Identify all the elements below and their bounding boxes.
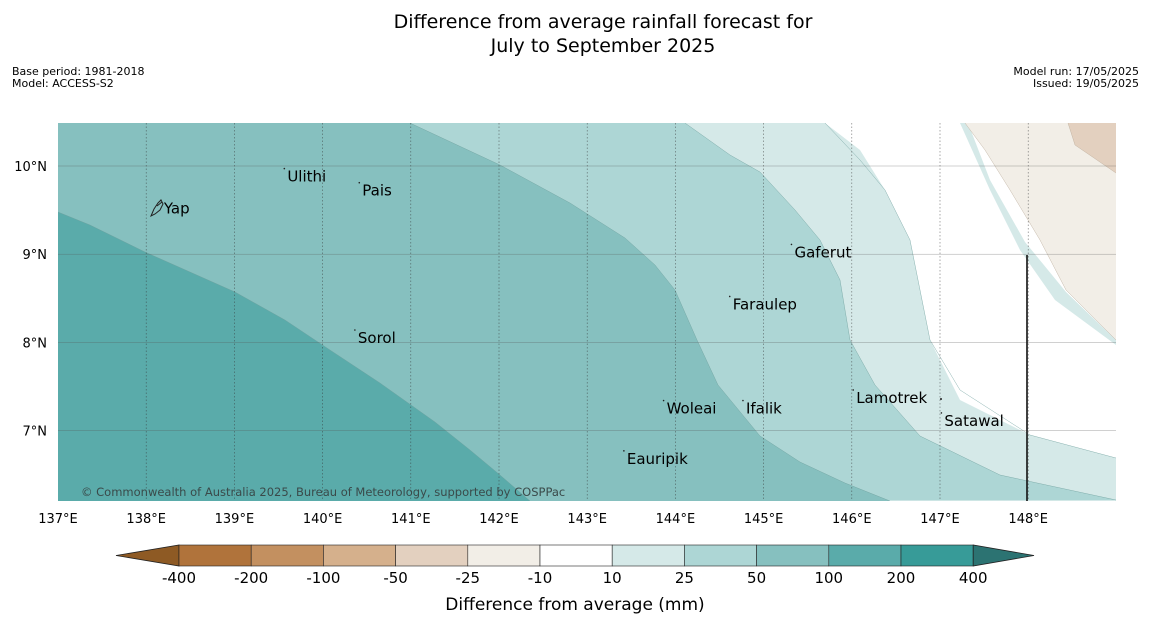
legend-swatch (900, 544, 974, 567)
lon-tick-label: 139°E (215, 512, 255, 527)
legend-swatch (467, 544, 541, 567)
model-name: Model: ACCESS-S2 (12, 77, 114, 90)
contour-line (964, 123, 1116, 341)
legend-tick-label: -200 (234, 569, 268, 587)
legend-swatch (684, 544, 757, 567)
chart-title: Difference from average rainfall forecas… (0, 10, 1150, 58)
place-label: Eauripik (627, 450, 688, 468)
legend-tick-label: -25 (456, 569, 481, 587)
title-line-1: Difference from average rainfall forecas… (393, 11, 813, 33)
band-100-to-200 (58, 212, 530, 501)
place-label: Ifalik (746, 400, 782, 418)
legend-swatch (178, 544, 252, 567)
legend-swatch (323, 544, 396, 567)
contour-line (409, 123, 891, 501)
title-line-2: July to September 2025 (490, 35, 716, 57)
legend-swatches (115, 544, 1035, 567)
lon-tick-label: 138°E (126, 512, 166, 527)
lon-tick-label: 137°E (38, 512, 78, 527)
lon-tick-label: 144°E (656, 512, 696, 527)
legend-tick-label: 50 (747, 569, 766, 587)
legend-tick-label: 200 (887, 569, 916, 587)
contour-line (1067, 123, 1116, 174)
legend-title: Difference from average (mm) (445, 595, 704, 615)
place-marker (790, 243, 793, 246)
place-marker (354, 329, 356, 331)
model-run: Model run: 17/05/2025 (1013, 65, 1139, 78)
place-marker (940, 398, 942, 400)
yap-island (150, 199, 164, 218)
contour-line (58, 211, 531, 501)
legend-tick-label: 400 (959, 569, 988, 587)
lon-tick-label: 143°E (567, 512, 607, 527)
legend-ticks: -400 -200 -100 -50 -25 -10 10 25 50 100 200 400 (162, 569, 988, 587)
lon-tick-label: 147°E (920, 512, 960, 527)
issued-date: Issued: 19/05/2025 (1032, 77, 1139, 90)
lon-tick-label: 146°E (832, 512, 872, 527)
legend-swatch (828, 544, 902, 567)
legend-swatch-high (972, 544, 1035, 567)
base-period: Base period: 1981-2018 (12, 65, 145, 78)
lon-tick-label: 140°E (303, 512, 343, 527)
contour-line (824, 123, 1116, 459)
copyright-text: © Commonwealth of Australia 2025, Bureau… (81, 485, 565, 499)
legend-tick-label: -400 (162, 569, 196, 587)
place-marker (662, 399, 665, 402)
place-marker (940, 412, 943, 414)
lon-tick-label: 142°E (479, 512, 519, 527)
place-label: Gaferut (794, 243, 851, 261)
place-label: Yap (163, 199, 190, 217)
legend-tick-label: -10 (528, 569, 553, 587)
place-label: Satawal (944, 412, 1003, 430)
legend-swatch (756, 544, 830, 567)
place-marker (728, 295, 731, 298)
place-marker (852, 389, 855, 391)
place-label: Woleai (667, 400, 717, 418)
band-minus-10-to-minus-25 (965, 123, 1116, 340)
gridlines (58, 123, 1116, 501)
place-labels: Yap Ulithi Pais Gaferut Faraulep Sorol Woleai I… (160, 168, 1004, 468)
legend-swatch (539, 544, 613, 567)
legend-tick-label: -50 (383, 569, 408, 587)
lon-tick-label: 145°E (744, 512, 784, 527)
axis-labels: 137°E 138°E 139°E 140°E 141°E 142°E 143°E 144°E… (14, 160, 1048, 527)
legend-tick-label: 10 (603, 569, 622, 587)
contour-line (684, 123, 1116, 501)
place-label: Pais (362, 182, 392, 200)
place-label: Sorol (358, 329, 396, 347)
place-marker (742, 399, 744, 402)
place-marker (283, 167, 286, 170)
place-label: Lamotrek (856, 389, 927, 407)
place-marker (623, 450, 625, 452)
legend: -400 -200 -100 -50 -25 -10 10 25 50 100 200 400 Dif… (115, 544, 1035, 615)
legend-swatch (611, 544, 685, 567)
band-minus-25-to-minus-50 (1068, 123, 1116, 173)
legend-swatch (250, 544, 324, 567)
lat-tick-label: 9°N (23, 248, 48, 263)
lat-tick-label: 10°N (14, 160, 47, 175)
meta-right: Model run: 17/05/2025 Issued: 19/05/2025 (1013, 66, 1139, 90)
lat-tick-label: 7°N (23, 425, 48, 440)
legend-tick-label: 100 (814, 569, 843, 587)
meta-left: Base period: 1981-2018 Model: ACCESS-S2 (12, 66, 144, 90)
place-label: Faraulep (733, 295, 797, 313)
place-marker (358, 181, 361, 184)
lon-tick-label: 148°E (1008, 512, 1048, 527)
lat-tick-label: 8°N (23, 336, 48, 351)
legend-tick-label: -100 (306, 569, 340, 587)
legend-swatch (395, 544, 469, 567)
place-label: Ulithi (287, 168, 326, 186)
lon-tick-label: 141°E (391, 512, 431, 527)
legend-swatch-low (115, 544, 180, 567)
place-marker (160, 199, 162, 202)
map-area: Yap Ulithi Pais Gaferut Faraulep Sorol Woleai I… (58, 123, 1116, 501)
legend-tick-label: 25 (675, 569, 694, 587)
